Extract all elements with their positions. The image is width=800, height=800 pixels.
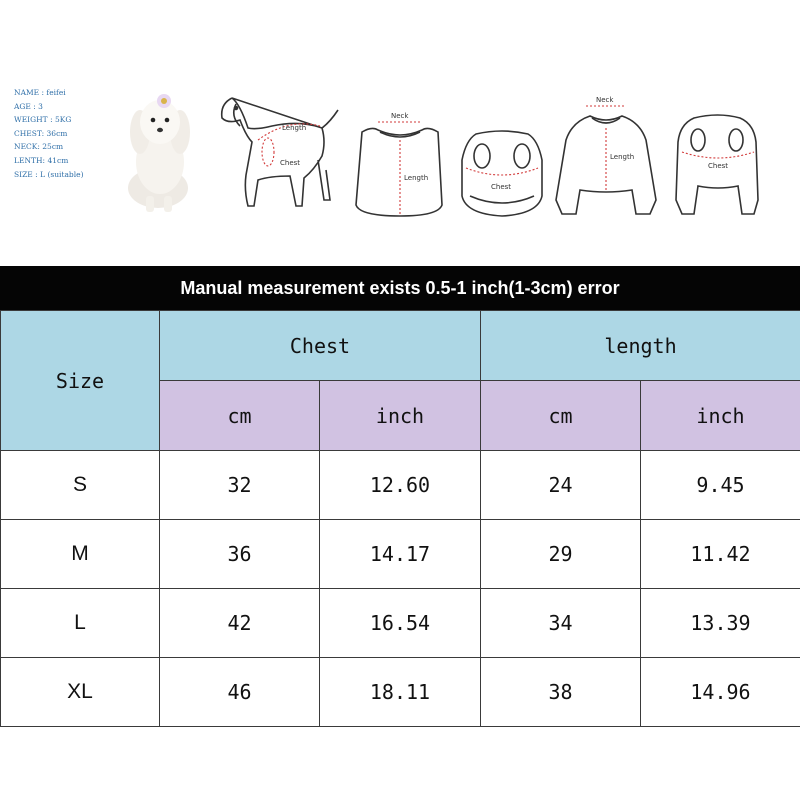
shirt-neck-label: Neck: [391, 112, 409, 120]
shirt-back-illustration: [461, 130, 543, 217]
error-banner-text: Manual measurement exists 0.5-1 inch(1-3…: [180, 277, 620, 298]
chest-cm-cell: 46: [159, 657, 320, 727]
table-unit-row: cm inch cm inch: [1, 380, 800, 451]
shirt-chest-measure: [465, 167, 539, 176]
jumpsuit-front-measures: [586, 105, 626, 190]
chest-cm-header: cm: [159, 380, 320, 451]
length-cm-header: cm: [480, 380, 641, 451]
jumpsuit-back-illustration: [675, 114, 759, 215]
size-cell: XL: [0, 657, 160, 727]
profile-length: LENTH: 41cm: [14, 155, 69, 165]
dog-length-label: Length: [282, 124, 306, 132]
length-inch-cell: 13.39: [640, 588, 800, 658]
size-chart-table: Size Chest length cm inch cm inch S 32 1…: [0, 310, 800, 727]
profile-age: AGE : 3: [14, 101, 43, 111]
length-cm-cell: 29: [480, 519, 641, 589]
chest-cm-cell: 42: [159, 588, 320, 658]
error-banner: Manual measurement exists 0.5-1 inch(1-3…: [0, 266, 800, 310]
length-inch-cell: 11.42: [640, 519, 800, 589]
chest-inch-cell: 16.54: [319, 588, 481, 658]
shirt-front-measures: [378, 121, 422, 214]
length-inch-cell: 9.45: [640, 450, 800, 520]
jumpsuit-neck-label: Neck: [596, 96, 614, 104]
shirt-front-illustration: [355, 127, 443, 217]
chest-inch-cell: 14.17: [319, 519, 481, 589]
chest-inch-cell: 18.11: [319, 657, 481, 727]
dog-measure-lines: [257, 123, 321, 167]
shirt-chest-label: Chest: [491, 183, 511, 191]
dog-chest-label: Chest: [280, 159, 300, 167]
dog-profile: NAME : feifei AGE : 3 WEIGHT : 5KG CHEST…: [14, 86, 124, 181]
table-header-row: Size Chest length: [0, 310, 800, 451]
table-row: XL 46 18.11 38 14.96: [0, 657, 800, 727]
dog-photo: [128, 94, 190, 212]
table-row: S 32 12.60 24 9.45: [0, 450, 800, 520]
profile-size: SIZE : L (suitable): [14, 169, 84, 179]
table-row: M 36 14.17 29 11.42: [0, 519, 800, 589]
size-column-header: Size: [0, 310, 160, 451]
size-cell: L: [0, 588, 160, 658]
profile-weight: WEIGHT : 5KG: [14, 115, 72, 125]
length-cm-cell: 34: [480, 588, 641, 658]
chest-inch-cell: 12.60: [319, 450, 481, 520]
profile-name: NAME : feifei: [14, 88, 66, 97]
jumpsuit-chest-measure: [681, 151, 755, 159]
table-row: L 42 16.54 34 13.39: [0, 588, 800, 658]
chest-cm-cell: 36: [159, 519, 320, 589]
size-cell: M: [0, 519, 160, 589]
dog-measure-illustration: [220, 97, 339, 207]
length-inch-cell: 14.96: [640, 657, 800, 727]
chest-group-header: Chest: [159, 310, 481, 381]
jumpsuit-chest-label: Chest: [708, 162, 728, 170]
length-inch-header: inch: [640, 380, 800, 451]
size-cell: S: [0, 450, 160, 520]
profile-neck: NECK: 25cm: [14, 142, 64, 152]
shirt-length-label: Length: [404, 174, 428, 182]
illustrations: Length Chest Neck Length Chest Neck Leng…: [128, 94, 759, 217]
length-group-header: length: [480, 310, 800, 381]
length-cm-cell: 38: [480, 657, 641, 727]
jumpsuit-length-label: Length: [610, 153, 634, 161]
chest-inch-header: inch: [319, 380, 481, 451]
chest-cm-cell: 32: [159, 450, 320, 520]
profile-chest: CHEST: 36cm: [14, 128, 68, 138]
length-cm-cell: 24: [480, 450, 641, 520]
jumpsuit-front-illustration: [555, 115, 657, 215]
